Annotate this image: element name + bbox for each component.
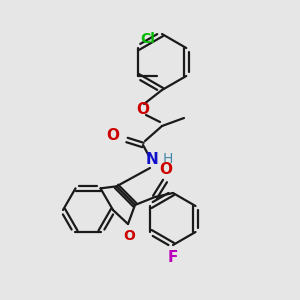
- Text: O: O: [106, 128, 119, 143]
- Text: H: H: [163, 152, 173, 166]
- Text: O: O: [136, 103, 149, 118]
- Text: O: O: [123, 229, 135, 243]
- Text: O: O: [160, 162, 172, 177]
- Text: N: N: [146, 152, 158, 167]
- Text: Cl: Cl: [140, 32, 154, 46]
- Text: F: F: [168, 250, 178, 265]
